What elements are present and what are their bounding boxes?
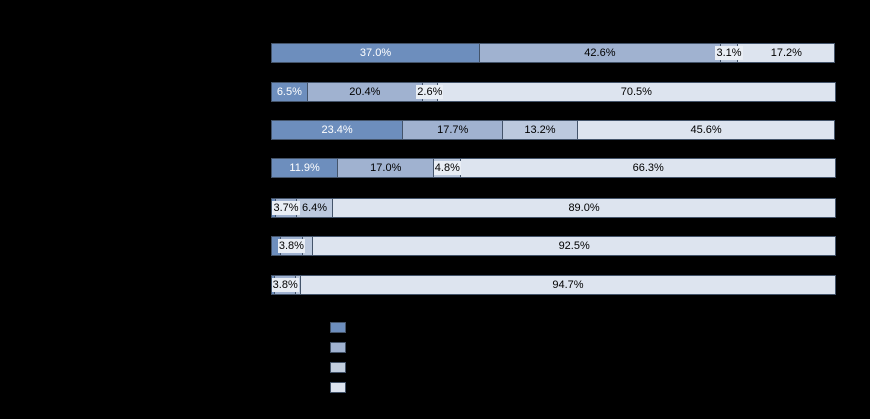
legend-item [330,342,346,353]
bar-segment: 17.2% [738,43,836,63]
bar-segment: 92.5% [313,236,836,256]
data-label: 13.2% [524,124,556,136]
bar-row: 6.5% 20.4% 2.6% 70.5% [271,82,836,102]
bar-segment: 37.0% [271,43,481,63]
data-label: 70.5% [620,86,652,98]
data-label: 17.7% [437,124,469,136]
bar-segment: 17.0% [338,158,435,178]
data-label: 3.7% [272,201,300,215]
data-label: 4.8% [433,161,461,175]
bar-segment: 3.8% [271,275,299,295]
plot-area: 37.0% 42.6% 3.1% 17.2% 6.5% 20.4% 2.6% 70.5% 23.… [271,0,836,310]
bar-segment: 11.9% [271,158,339,178]
bar-segment [302,236,314,256]
data-label: 3.1% [715,46,743,60]
bar-segment: 45.6% [577,120,836,140]
data-label: 17.0% [370,162,402,174]
legend-swatch [330,342,346,353]
bar-segment: 23.4% [271,120,404,140]
legend-item [330,362,346,373]
legend-item [330,322,346,333]
data-label: 6.4% [302,202,328,214]
bar-segment: 6.5% [271,82,308,102]
bar-row: 37.0% 42.6% 3.1% 17.2% [271,43,836,63]
data-label: 11.9% [289,162,320,174]
bar-segment: 3.1% [715,43,743,63]
legend-swatch [330,382,346,393]
bar-segment: 89.0% [333,198,836,218]
bar-segment: 13.2% [503,120,578,140]
bar-segment: 70.5% [437,82,836,102]
data-label: 45.6% [690,124,722,136]
bar-row: 23.4% 17.7% 13.2% 45.6% [271,120,836,140]
bar-segment: 42.6% [480,43,721,63]
data-label: 23.4% [321,124,353,136]
data-label: 92.5% [558,240,590,252]
bar-row: 11.9% 17.0% 4.8% 66.3% [271,158,836,178]
legend-swatch [330,322,346,333]
bar-segment: 94.7% [300,275,836,295]
bar-segment: 6.4% [296,198,334,218]
data-label: 6.5% [276,86,302,98]
data-label: 94.7% [552,279,584,291]
bar-segment: 3.7% [272,198,300,218]
bar-segment: 20.4% [307,82,423,102]
bar-row: 3.7% 6.4% 89.0% [271,198,836,218]
data-label: 20.4% [349,86,381,98]
bar-segment: 17.7% [403,120,504,140]
bar-segment: 2.6% [416,82,444,102]
bar-segment: 3.8% [277,236,305,256]
bar-segment: 66.3% [461,158,836,178]
legend [330,322,346,393]
data-label: 3.8% [271,278,299,292]
bar-row: 3.8% 92.5% [271,236,836,256]
legend-swatch [330,362,346,373]
data-label: 2.6% [416,85,444,99]
data-label: 3.8% [277,239,305,253]
data-label: 17.2% [770,47,802,59]
bar-segment: 4.8% [433,158,462,178]
legend-item [330,382,346,393]
data-label: 42.6% [584,47,616,59]
data-label: 37.0% [359,47,392,59]
bar-row: 3.8% 94.7% [271,275,836,295]
data-label: 89.0% [568,202,600,214]
data-label: 66.3% [632,162,664,174]
